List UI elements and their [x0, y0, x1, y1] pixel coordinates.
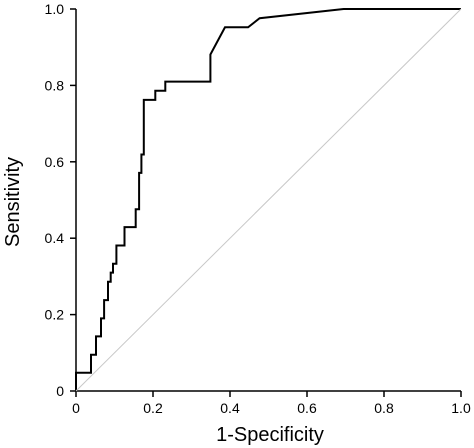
- diagonal-reference-line: [75, 8, 462, 392]
- y-axis-title: Sensitivity: [2, 157, 24, 247]
- x-tick-label: 0.8: [374, 400, 394, 416]
- y-tick-label: 0.6: [45, 154, 65, 170]
- x-tick-label: 0.2: [143, 400, 163, 416]
- data-layer: [75, 8, 462, 392]
- x-tick-label: 1.0: [451, 400, 471, 416]
- y-tick-label: 1.0: [45, 1, 65, 17]
- y-tick-label: 0.4: [45, 230, 65, 246]
- y-tick-label: 0.2: [45, 307, 65, 323]
- y-tick-label: 0: [56, 383, 64, 399]
- x-tick-label: 0.4: [220, 400, 240, 416]
- label-layer: 1-Specificity Sensitivity: [2, 157, 324, 446]
- y-tick-label: 0.8: [45, 77, 65, 93]
- x-tick-label: 0: [72, 400, 80, 416]
- x-tick-label: 0.6: [297, 400, 317, 416]
- axes-layer: 0 0.2 0.4 0.6 0.8 1.0 0 0.2 0.4 0.6 0.8 1.0: [45, 1, 471, 416]
- x-axis-title: 1-Specificity: [216, 424, 324, 446]
- roc-curve-line: [75, 8, 461, 391]
